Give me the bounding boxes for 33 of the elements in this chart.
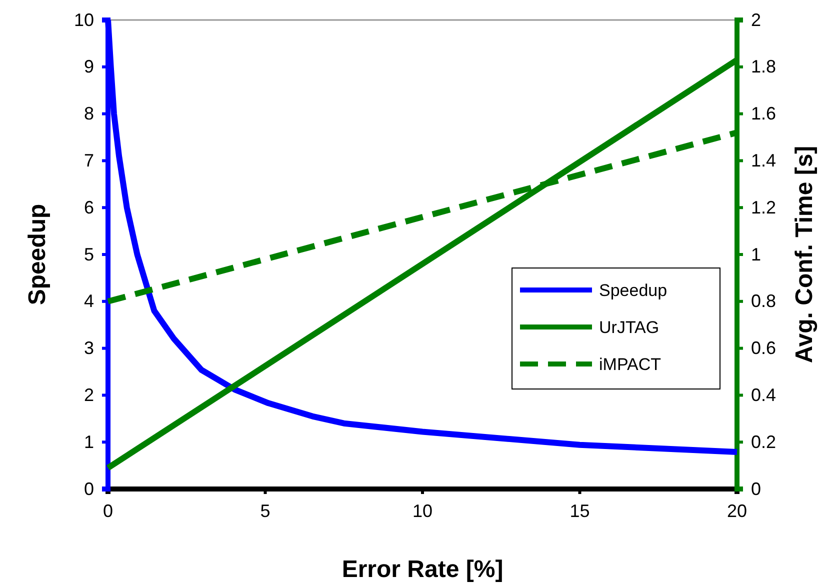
y-tick-label: 0 (84, 478, 94, 499)
y2-tick-label: 0 (751, 478, 762, 499)
y-tick-label: 2 (84, 384, 94, 405)
y-axis-title: Speedup (24, 204, 51, 306)
y2-tick-label: 2 (751, 10, 762, 30)
y2-tick-label: 1.4 (751, 150, 776, 170)
legend-label: UrJTAG (599, 318, 660, 337)
x-tick-label: 0 (102, 500, 114, 521)
x-axis-title: Error Rate [%] (342, 556, 504, 583)
x-tick-label: 5 (260, 500, 270, 521)
x-tick-label: 20 (726, 500, 748, 521)
y2-tick-label: 0.8 (751, 291, 776, 312)
y-tick-label: 4 (84, 291, 94, 312)
y-tick-label: 9 (84, 56, 94, 77)
y-tick-label: 7 (84, 150, 94, 170)
y-tick-label: 8 (84, 104, 94, 124)
y-tick-label: 5 (84, 244, 94, 264)
y2-tick-label: 1.2 (751, 197, 776, 218)
y2-tick-label: 1 (751, 244, 762, 264)
legend-label: Speedup (599, 281, 668, 300)
y-tick-label: 6 (84, 197, 94, 218)
y2-tick-label: 0.2 (751, 432, 776, 452)
y2-axis-title: Avg. Conf. Time [s] (791, 146, 818, 364)
y2-tick-label: 1.8 (751, 56, 776, 77)
y-tick-label: 3 (84, 338, 94, 358)
legend-label: iMPACT (599, 355, 662, 374)
x-tick-label: 15 (570, 500, 590, 521)
y-tick-label: 1 (84, 432, 94, 452)
y-tick-label: 10 (74, 10, 94, 30)
y2-tick-label: 0.4 (751, 384, 776, 405)
y2-tick-label: 0.6 (751, 338, 776, 358)
y2-tick-label: 1.6 (751, 104, 776, 124)
x-tick-label: 10 (412, 500, 433, 521)
